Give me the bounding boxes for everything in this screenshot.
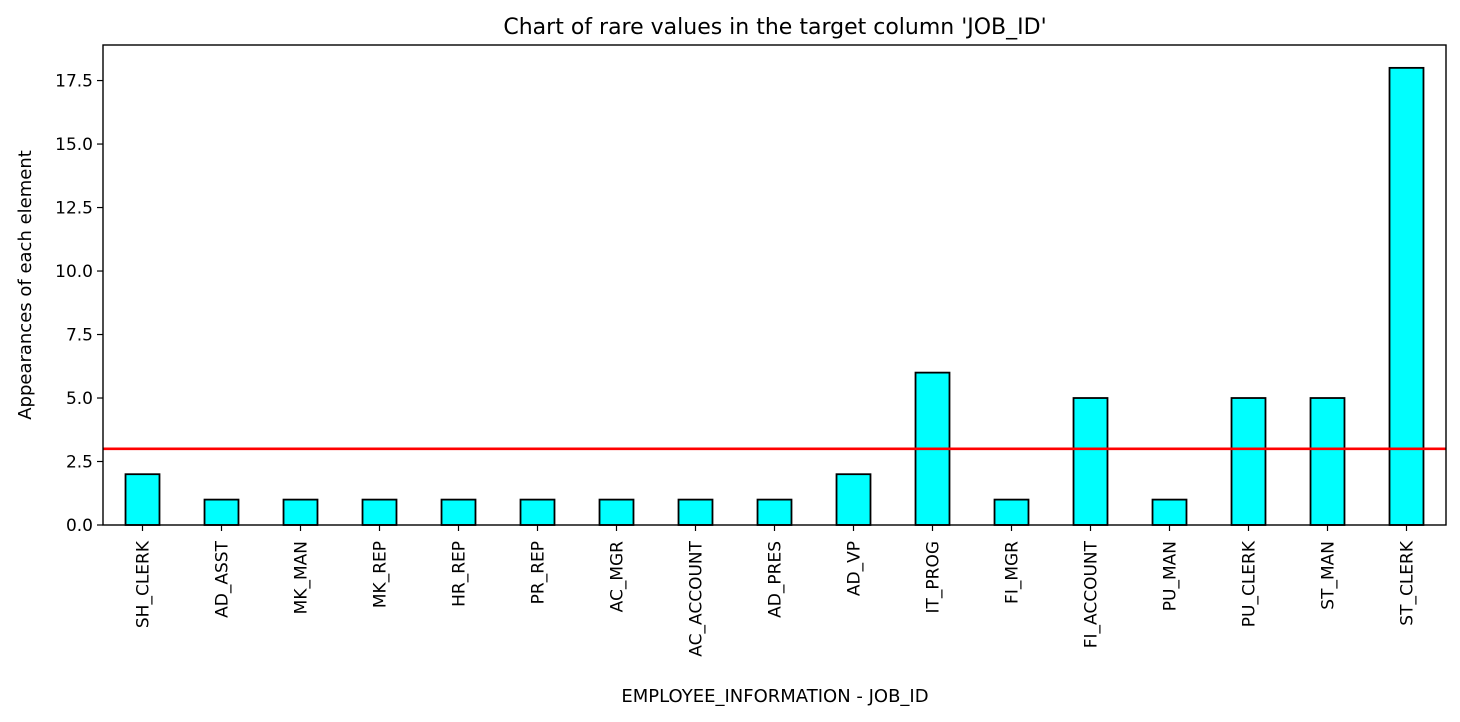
x-tick-label-pu-clerk: PU_CLERK bbox=[1240, 540, 1260, 627]
bar-ad-pres bbox=[756, 498, 793, 526]
bar-pu-man bbox=[1151, 498, 1188, 526]
y-tick-label: 10.0 bbox=[55, 262, 93, 282]
bar-ac-mgr bbox=[598, 498, 635, 526]
bar-pr-rep bbox=[519, 498, 556, 526]
x-tick-label-ad-vp: AD_VP bbox=[845, 541, 865, 596]
bar-pu-clerk bbox=[1230, 397, 1267, 526]
y-tick-label: 12.5 bbox=[55, 199, 93, 219]
x-tick-label-hr-rep: HR_REP bbox=[450, 541, 470, 607]
y-tick-label: 0.0 bbox=[66, 516, 93, 536]
x-tick-label-fi-account: FI_ACCOUNT bbox=[1082, 540, 1102, 648]
y-tick-label: 17.5 bbox=[55, 72, 93, 92]
x-tick-label-st-clerk: ST_CLERK bbox=[1398, 540, 1418, 626]
bars-group bbox=[124, 66, 1425, 526]
x-tick-label-pu-man: PU_MAN bbox=[1161, 541, 1181, 611]
plot-frame bbox=[102, 44, 1447, 526]
y-tick-label: 5.0 bbox=[66, 389, 93, 409]
x-axis-label: EMPLOYEE_INFORMATION - JOB_ID bbox=[621, 686, 928, 707]
bar-ad-asst bbox=[203, 498, 240, 526]
x-tick-label-mk-man: MK_MAN bbox=[292, 541, 312, 614]
x-tick-label-st-man: ST_MAN bbox=[1319, 541, 1339, 610]
bar-st-man bbox=[1309, 397, 1346, 526]
y-tick-label: 2.5 bbox=[66, 453, 93, 473]
x-tick-label-sh-clerk: SH_CLERK bbox=[134, 540, 154, 628]
x-tick-label-it-prog: IT_PROG bbox=[924, 541, 944, 614]
bar-ad-vp bbox=[835, 473, 872, 526]
x-tick-label-ac-account: AC_ACCOUNT bbox=[687, 540, 707, 656]
bar-fi-account bbox=[1072, 397, 1109, 526]
x-tick-label-ad-pres: AD_PRES bbox=[766, 541, 786, 618]
bar-fi-mgr bbox=[993, 498, 1030, 526]
x-tick-label-ac-mgr: AC_MGR bbox=[608, 541, 628, 613]
chart-title: Chart of rare values in the target colum… bbox=[503, 15, 1046, 40]
bar-hr-rep bbox=[440, 498, 477, 526]
y-tick-label: 15.0 bbox=[55, 135, 93, 155]
y-tick-label: 7.5 bbox=[66, 326, 93, 346]
y-axis: 0.0 2.5 5.0 7.5 10.0 12.5 15.0 17.5 bbox=[55, 72, 103, 536]
x-tick-label-ad-asst: AD_ASST bbox=[213, 540, 233, 617]
x-axis: SH_CLERK AD_ASST MK_MAN MK_REP HR_REP PR_REP A… bbox=[134, 525, 1418, 657]
bar-sh-clerk bbox=[124, 473, 161, 526]
x-tick-label-pr-rep: PR_REP bbox=[529, 541, 549, 604]
x-tick-label-fi-mgr: FI_MGR bbox=[1003, 541, 1023, 604]
y-axis-label: Appearances of each element bbox=[15, 150, 36, 420]
bar-ac-account bbox=[677, 498, 714, 526]
bar-mk-man bbox=[282, 498, 319, 526]
bar-mk-rep bbox=[361, 498, 398, 526]
bar-st-clerk bbox=[1388, 66, 1425, 526]
x-tick-label-mk-rep: MK_REP bbox=[371, 541, 391, 608]
